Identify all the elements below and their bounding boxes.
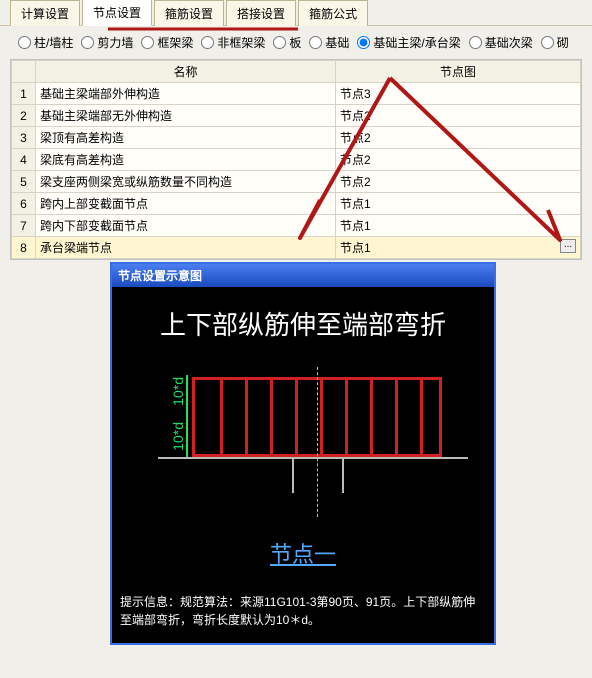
row-number: 2 xyxy=(12,105,36,127)
node-link[interactable]: 节点一 xyxy=(112,537,494,569)
rebar-line xyxy=(295,380,298,454)
cell-name[interactable]: 基础主梁端部外伸构造 xyxy=(36,83,336,105)
radio-label: 基础次梁 xyxy=(485,34,533,51)
radio-label: 基础主梁/承台梁 xyxy=(373,34,460,51)
cell-name[interactable]: 跨内下部变截面节点 xyxy=(36,215,336,237)
radio-shearwall[interactable]: 剪力墙 xyxy=(81,34,133,51)
radio-foundation[interactable]: 基础 xyxy=(309,34,349,51)
rebar-line xyxy=(370,380,373,454)
radio-label: 剪力墙 xyxy=(97,34,133,51)
tab-lap-settings[interactable]: 搭接设置 xyxy=(226,0,296,26)
radio-masonry[interactable]: 砌 xyxy=(541,34,569,51)
rebar-line xyxy=(395,380,398,454)
diagram-canvas: 上下部纵筋伸至端部弯折 10*d 10*d 节点一 xyxy=(112,287,494,587)
cell-node[interactable]: 节点2 xyxy=(336,171,581,193)
row-number: 8 xyxy=(12,237,36,259)
cell-node[interactable]: 节点1 xyxy=(336,215,581,237)
node-table: 名称 节点图 1基础主梁端部外伸构造节点32基础主梁端部无外伸构造节点23梁顶有… xyxy=(10,59,582,260)
cell-name[interactable]: 梁顶有高差构造 xyxy=(36,127,336,149)
row-number: 5 xyxy=(12,171,36,193)
cell-node[interactable]: 节点1... xyxy=(336,237,581,259)
table-row[interactable]: 6跨内上部变截面节点节点1 xyxy=(12,193,581,215)
category-radio-group: 柱/墙柱 剪力墙 框架梁 非框架梁 板 基础 基础主梁/承台梁 基础次梁 砌 xyxy=(0,26,592,59)
hint-label: 提示信息： xyxy=(120,595,180,609)
row-number: 4 xyxy=(12,149,36,171)
row-number: 6 xyxy=(12,193,36,215)
row-number: 7 xyxy=(12,215,36,237)
rebar-line xyxy=(220,380,223,454)
hint-box: 提示信息：规范算法：来源11G101-3第90页、91页。上下部纵筋伸至端部弯折… xyxy=(112,587,494,643)
row-num-header xyxy=(12,61,36,83)
tab-calc-settings[interactable]: 计算设置 xyxy=(10,0,80,26)
cell-name[interactable]: 承台梁端节点 xyxy=(36,237,336,259)
col-name[interactable]: 名称 xyxy=(36,61,336,83)
radio-nonframe-beam[interactable]: 非框架梁 xyxy=(201,34,265,51)
table-row[interactable]: 3梁顶有高差构造节点2 xyxy=(12,127,581,149)
support-line-top xyxy=(158,457,468,459)
table-row[interactable]: 1基础主梁端部外伸构造节点3 xyxy=(12,83,581,105)
support-col-left xyxy=(292,457,294,493)
table-row[interactable]: 7跨内下部变截面节点节点1 xyxy=(12,215,581,237)
tab-stirrup-settings[interactable]: 箍筋设置 xyxy=(154,0,224,26)
cell-name[interactable]: 基础主梁端部无外伸构造 xyxy=(36,105,336,127)
tab-bar: 计算设置 节点设置 箍筋设置 搭接设置 箍筋公式 xyxy=(0,0,592,26)
row-number: 1 xyxy=(12,83,36,105)
radio-label: 砌 xyxy=(557,34,569,51)
row-number: 3 xyxy=(12,127,36,149)
cell-name[interactable]: 跨内上部变截面节点 xyxy=(36,193,336,215)
rebar-line xyxy=(270,380,273,454)
radio-label: 框架梁 xyxy=(157,34,193,51)
support-col-right xyxy=(342,457,344,493)
radio-foundation-main-beam[interactable]: 基础主梁/承台梁 xyxy=(357,34,460,51)
radio-frame-beam[interactable]: 框架梁 xyxy=(141,34,193,51)
cell-name[interactable]: 梁支座两侧梁宽或纵筋数量不同构造 xyxy=(36,171,336,193)
diagram-panel: 节点设置示意图 上下部纵筋伸至端部弯折 10*d 10*d 节点一 提示信息：规… xyxy=(110,262,496,645)
table-header-row: 名称 节点图 xyxy=(12,61,581,83)
rebar-line xyxy=(420,380,423,454)
radio-foundation-secondary-beam[interactable]: 基础次梁 xyxy=(469,34,533,51)
diagram-title: 节点设置示意图 xyxy=(112,264,494,287)
cell-node[interactable]: 节点2 xyxy=(336,127,581,149)
tab-node-settings[interactable]: 节点设置 xyxy=(82,0,152,26)
cell-name[interactable]: 梁底有高差构造 xyxy=(36,149,336,171)
diagram-headline: 上下部纵筋伸至端部弯折 xyxy=(112,305,494,342)
ellipsis-button[interactable]: ... xyxy=(560,239,576,253)
radio-label: 基础 xyxy=(325,34,349,51)
rebar-line xyxy=(320,380,323,454)
radio-slab[interactable]: 板 xyxy=(273,34,301,51)
rebar-line xyxy=(245,380,248,454)
tab-stirrup-formula[interactable]: 箍筋公式 xyxy=(298,0,368,26)
cell-node[interactable]: 节点2 xyxy=(336,149,581,171)
cell-node[interactable]: 节点3 xyxy=(336,83,581,105)
cell-node[interactable]: 节点2 xyxy=(336,105,581,127)
col-node[interactable]: 节点图 xyxy=(336,61,581,83)
centerline xyxy=(317,367,318,517)
radio-column[interactable]: 柱/墙柱 xyxy=(18,34,73,51)
cell-node[interactable]: 节点1 xyxy=(336,193,581,215)
dim-lower: 10*d xyxy=(170,422,186,451)
table-row[interactable]: 2基础主梁端部无外伸构造节点2 xyxy=(12,105,581,127)
dim-upper: 10*d xyxy=(170,377,186,406)
table-row[interactable]: 8承台梁端节点节点1... xyxy=(12,237,581,259)
rebar-line xyxy=(345,380,348,454)
radio-label: 非框架梁 xyxy=(217,34,265,51)
table-row[interactable]: 5梁支座两侧梁宽或纵筋数量不同构造节点2 xyxy=(12,171,581,193)
dim-line xyxy=(186,375,188,459)
table-row[interactable]: 4梁底有高差构造节点2 xyxy=(12,149,581,171)
radio-label: 板 xyxy=(289,34,301,51)
radio-label: 柱/墙柱 xyxy=(34,34,73,51)
